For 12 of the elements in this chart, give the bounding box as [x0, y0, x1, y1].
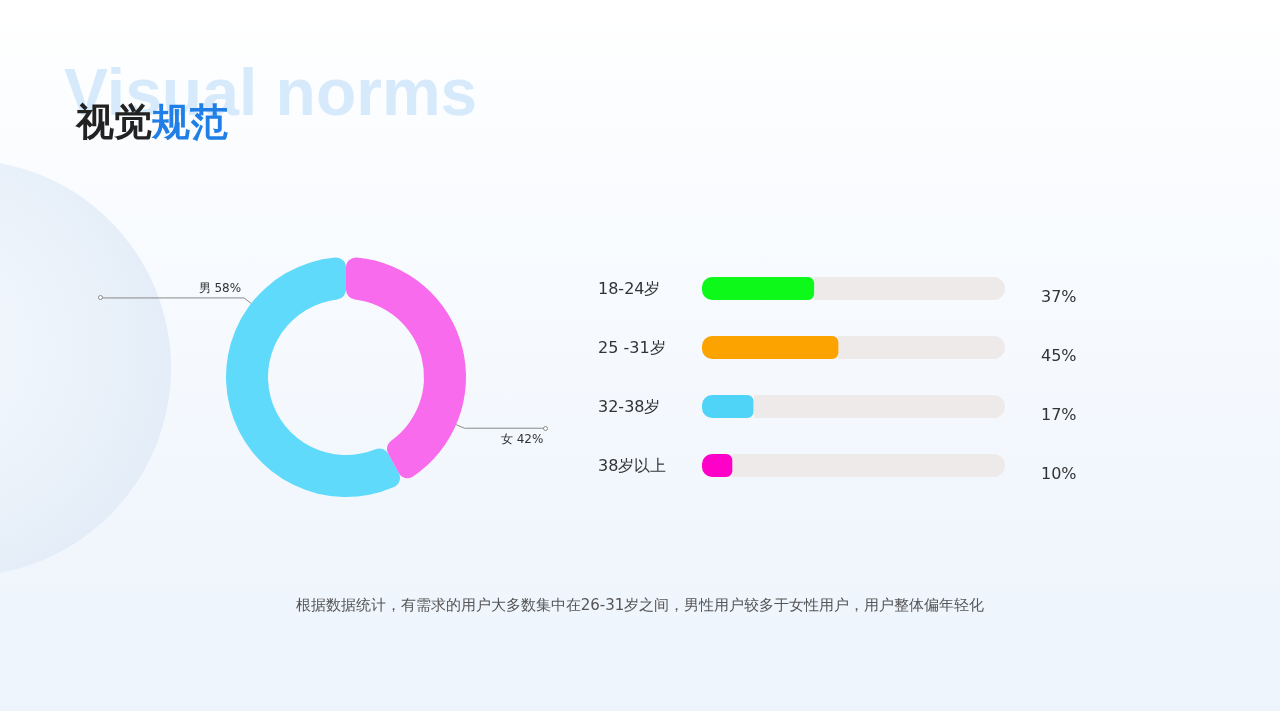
text: 根据数据统计，有需求的用户大多数集中在26-31岁之间，男性用户较多于女性用户，用户整体偏年轻化: [294, 596, 986, 615]
data-label: 17%: [1041, 405, 1077, 424]
bar: [702, 395, 754, 418]
data-label: 45%: [1041, 346, 1077, 365]
data-label: 10%: [1041, 464, 1077, 483]
y-tick-label: 18-24岁: [598, 279, 661, 298]
slice-label: 男 58%: [198, 280, 242, 295]
y-tick-label: 25 -31岁: [598, 338, 666, 357]
y-tick-label: 38岁以上: [598, 456, 667, 475]
data-label: 37%: [1041, 287, 1077, 306]
y-tick-label: 32-38岁: [598, 397, 661, 416]
slice-label: 女 42%: [500, 432, 544, 447]
